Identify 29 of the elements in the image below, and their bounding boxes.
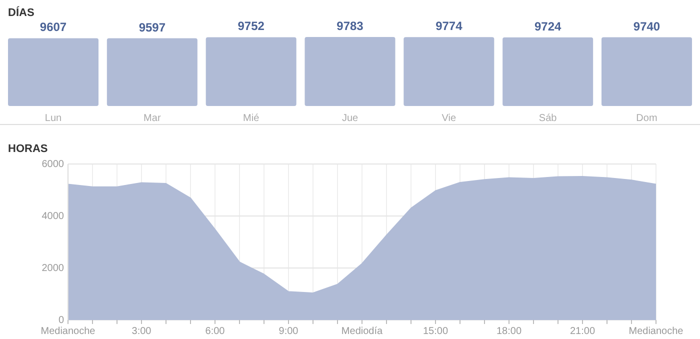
chart-title: DÍAS (8, 6, 34, 19)
x-tick-label: Mié (243, 113, 260, 124)
x-tick-label: Lun (44, 113, 62, 124)
x-tick-label: Vie (442, 113, 456, 124)
y-tick-label: 2000 (42, 263, 64, 274)
x-tick-label: 6:00 (205, 326, 226, 337)
x-tick-label: 15:00 (422, 326, 448, 337)
data-label: 9783 (336, 19, 364, 33)
data-label: 9724 (534, 19, 562, 34)
x-tick-label: 9:00 (278, 326, 299, 337)
chart-title: HORAS (8, 143, 48, 155)
x-tick-label: 18:00 (496, 326, 522, 337)
data-label: 9740 (633, 19, 660, 34)
x-tick-label: Jue (342, 113, 358, 124)
data-label: 9752 (238, 19, 265, 34)
x-tick-label: 21:00 (570, 326, 596, 337)
x-tick-label: Medianoche (628, 326, 684, 337)
x-tick-label: Mediodía (341, 326, 384, 337)
x-tick-label: 3:00 (132, 326, 152, 337)
data-label: 9607 (40, 20, 67, 34)
x-tick-label: Medianoche (40, 326, 96, 337)
x-tick-label: Dom (636, 113, 658, 124)
x-tick-label: Mar (144, 113, 162, 124)
data-label: 9774 (436, 19, 463, 34)
y-tick-label: 0 (58, 315, 64, 326)
data-label: 9597 (138, 20, 166, 34)
y-tick-label: 6000 (42, 159, 64, 170)
x-tick-label: Sáb (538, 113, 558, 124)
y-tick-label: 4000 (42, 211, 64, 222)
